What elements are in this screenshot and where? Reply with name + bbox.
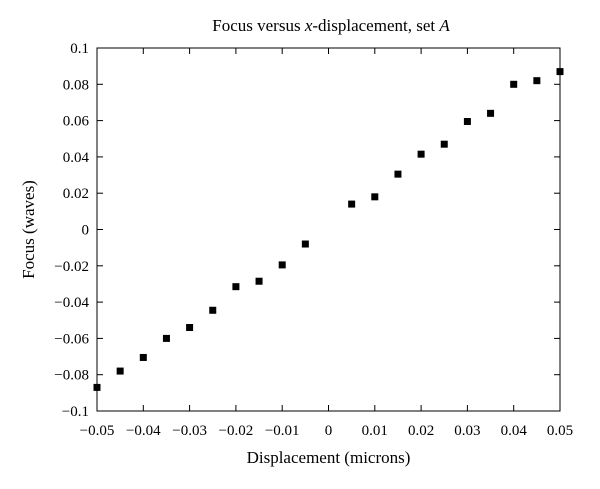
x-tick-label: 0.03 xyxy=(454,423,480,439)
x-tick-label: 0 xyxy=(325,423,333,439)
x-tick-label: −0.03 xyxy=(172,423,207,439)
x-tick-label: 0.04 xyxy=(501,423,528,439)
data-point xyxy=(417,150,425,158)
data-point xyxy=(348,200,356,208)
x-tick-label: 0.05 xyxy=(547,423,573,439)
data-point xyxy=(371,193,379,201)
data-point xyxy=(533,77,541,85)
x-axis-title: Displacement (microns) xyxy=(247,448,411,467)
tick-labels: −0.05 −0.04 −0.03 −0.02 −0.01 0 0.01 0.02 0.03 0.… xyxy=(54,41,573,439)
data-point xyxy=(510,80,518,88)
plot-frame xyxy=(96,47,561,412)
axis-ticks xyxy=(96,47,561,412)
x-tick-label: −0.01 xyxy=(265,423,300,439)
y-tick-label: 0.02 xyxy=(63,186,89,202)
data-point xyxy=(487,109,495,117)
data-points xyxy=(93,68,564,391)
data-point xyxy=(440,140,448,148)
data-point xyxy=(232,283,240,291)
y-tick-label: 0.04 xyxy=(63,150,90,166)
y-tick-label: −0.04 xyxy=(54,295,89,311)
data-point xyxy=(301,240,309,248)
y-tick-label: −0.1 xyxy=(62,404,89,420)
data-point xyxy=(139,353,147,361)
chart-title-part: x xyxy=(304,16,313,35)
data-point xyxy=(116,367,124,375)
data-point xyxy=(463,118,471,126)
data-point xyxy=(186,324,194,332)
x-tick-label: 0.01 xyxy=(362,423,388,439)
y-axis-title: Focus (waves) xyxy=(19,180,38,279)
x-tick-label: −0.04 xyxy=(126,423,161,439)
data-point xyxy=(255,277,263,285)
y-tick-label: −0.02 xyxy=(54,259,89,275)
y-tick-label: 0.08 xyxy=(63,77,89,93)
x-tick-label: −0.05 xyxy=(80,423,115,439)
data-point xyxy=(394,170,402,178)
data-point xyxy=(162,334,170,342)
y-tick-label: 0.1 xyxy=(70,41,89,57)
chart-title-part: Focus versus xyxy=(212,16,305,35)
y-tick-label: −0.06 xyxy=(54,331,89,347)
data-point xyxy=(209,306,217,314)
y-tick-label: 0 xyxy=(82,223,90,239)
y-tick-label: 0.06 xyxy=(63,114,90,130)
y-tick-label: −0.08 xyxy=(54,368,89,384)
data-point xyxy=(278,261,286,269)
x-tick-label: −0.02 xyxy=(219,423,254,439)
chart-title-part: -displacement, set xyxy=(312,16,439,35)
x-tick-label: 0.02 xyxy=(408,423,434,439)
chart-title: Focus versus x-displacement, set A xyxy=(212,16,450,35)
chart-title-part: A xyxy=(438,16,450,35)
